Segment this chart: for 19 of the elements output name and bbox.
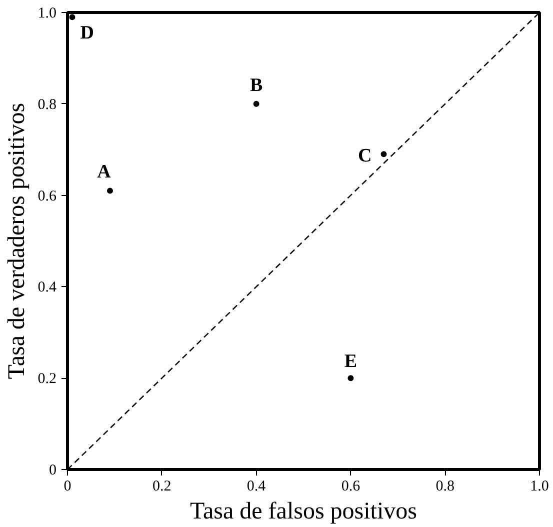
annotation: D bbox=[80, 22, 94, 44]
y-tick-label: 0.4 bbox=[38, 280, 57, 296]
annotation: C bbox=[358, 146, 372, 167]
y-tick-label: 0.8 bbox=[38, 96, 56, 113]
x-tick-label: 0.6 bbox=[341, 478, 361, 494]
x-tick-label: 0.2 bbox=[152, 478, 172, 494]
annotation: A bbox=[97, 162, 112, 183]
x-tick-label: 0 bbox=[64, 478, 72, 494]
x-tick-label: 0.4 bbox=[246, 478, 266, 494]
y-axis-title: Tasa de verdaderos positivos bbox=[4, 102, 30, 380]
x-tick-label: 1.0 bbox=[530, 478, 549, 494]
y-tick-label: 0.2 bbox=[38, 371, 56, 388]
annotation: E bbox=[344, 351, 358, 372]
y-tick-label: 0.6 bbox=[38, 188, 57, 204]
y-tick-label: 1.0 bbox=[38, 6, 56, 22]
annotation: B bbox=[250, 74, 263, 96]
x-axis-title: Tasa de falsos positivos bbox=[190, 498, 417, 524]
x-tick-label: 0.8 bbox=[436, 478, 454, 494]
y-tick-label: 0 bbox=[49, 462, 56, 478]
